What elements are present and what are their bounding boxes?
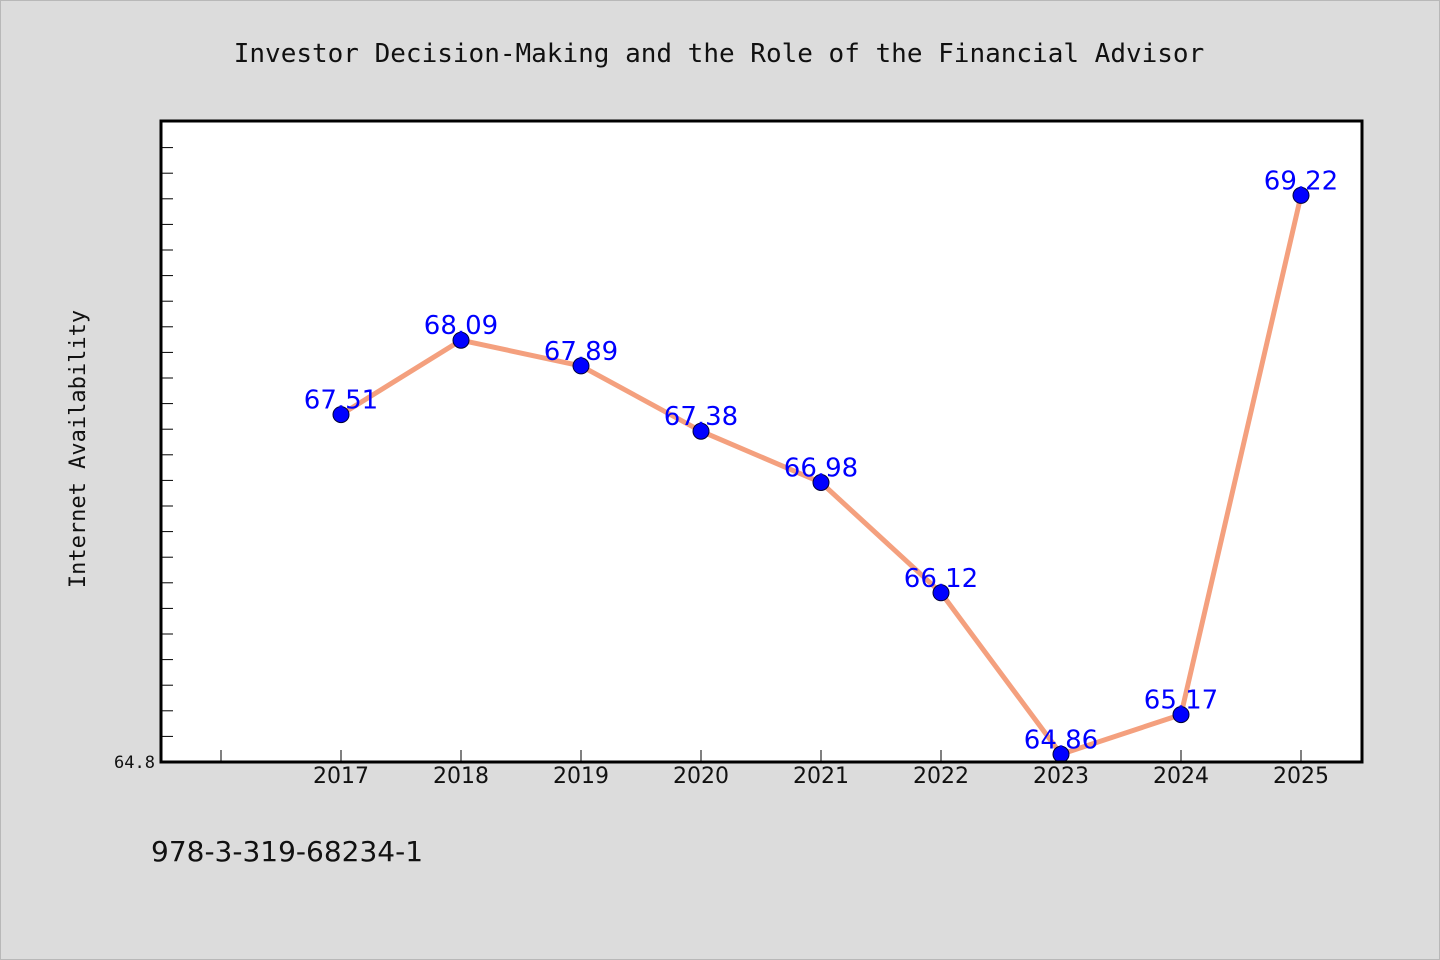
y-tick-label: 64.8 [114, 753, 155, 773]
data-label: 66.98 [784, 454, 858, 484]
data-point [692, 422, 710, 440]
x-tick-label: 2019 [553, 764, 609, 789]
data-label: 67.38 [664, 402, 738, 432]
data-point [452, 331, 470, 349]
data-markers [332, 186, 1310, 763]
y-axis-minor-ticks [161, 147, 173, 737]
data-labels: 67.51 68.09 67.89 67.38 66.98 66.12 64.86 65.17… [304, 166, 1338, 755]
data-point [572, 357, 590, 375]
plot-area [161, 121, 1362, 762]
x-tick-label: 2021 [793, 764, 849, 789]
data-label: 65.17 [1144, 686, 1218, 716]
plot-frame [159, 119, 1364, 764]
data-point [332, 406, 350, 424]
x-tick-label: 2022 [913, 764, 969, 789]
data-label: 68.09 [424, 311, 498, 341]
x-tick-label: 2020 [673, 764, 729, 789]
data-label: 69.22 [1264, 166, 1338, 196]
data-point [1292, 186, 1310, 204]
x-tick-label: 2017 [313, 764, 369, 789]
x-tick-label: 2025 [1273, 764, 1329, 789]
data-point [1172, 706, 1190, 724]
data-label: 66.12 [904, 564, 978, 594]
data-label: 67.51 [304, 386, 378, 416]
data-point [932, 584, 950, 602]
isbn-text: 978-3-319-68234-1 [151, 835, 424, 868]
data-point [812, 474, 830, 491]
x-tick-label: 2023 [1033, 764, 1089, 789]
x-axis-ticks: 2017 2018 2019 2020 2021 2022 2023 2024 2025 [220, 750, 1329, 789]
data-label: 67.89 [544, 337, 618, 367]
x-tick-label: 2018 [433, 764, 489, 789]
x-tick-label: 2024 [1153, 764, 1209, 789]
data-label: 64.86 [1024, 725, 1098, 755]
chart-title: Investor Decision-Making and the Role of… [234, 39, 1205, 69]
y-axis-label: Internet Availability [66, 310, 91, 588]
